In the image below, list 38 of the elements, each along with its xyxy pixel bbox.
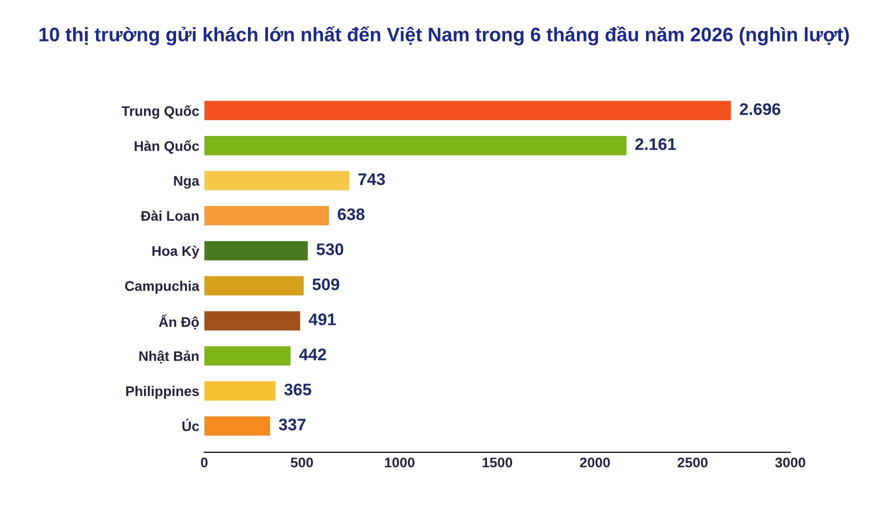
bar xyxy=(204,276,304,296)
bar xyxy=(204,381,276,401)
data-label: 530 xyxy=(316,243,344,256)
data-label: 509 xyxy=(312,278,340,290)
y-tick-label: Ấn Độ xyxy=(158,314,199,330)
bar xyxy=(204,346,291,366)
x-tick-label: 500 xyxy=(290,458,313,468)
data-label: 638 xyxy=(338,208,365,220)
data-label: 2.696 xyxy=(740,103,780,116)
x-tick-label: 0 xyxy=(200,458,208,468)
x-tick-label: 1000 xyxy=(385,458,414,468)
chart-title: 10 thị trường gửi khách lớn nhất đến Việt Nam trong 6 tháng đầu năm 2026 (nghìn lượt) xyxy=(39,26,849,46)
data-label: 337 xyxy=(278,418,306,430)
y-tick-label: Hàn Quốc xyxy=(134,140,199,154)
y-tick-label: Hoa Kỳ xyxy=(152,246,200,259)
data-label: 491 xyxy=(308,314,336,326)
x-tick-label: 3000 xyxy=(775,458,806,468)
bar xyxy=(204,100,731,120)
data-label: 743 xyxy=(358,173,385,186)
y-tick-label: Trung Quốc xyxy=(122,105,199,119)
bar xyxy=(204,136,626,156)
bar xyxy=(204,206,329,226)
x-tick-label: 2000 xyxy=(580,458,610,468)
y-tick-label: Campuchia xyxy=(125,280,200,294)
bar xyxy=(204,311,300,330)
bar xyxy=(204,170,350,190)
bar xyxy=(204,241,308,260)
y-tick-label: Úc xyxy=(182,418,199,432)
data-label: 365 xyxy=(284,384,312,396)
y-tick-label: Đài Loan xyxy=(140,210,199,221)
y-tick-label: Nga xyxy=(174,176,200,189)
x-tick-label: 2500 xyxy=(678,458,708,468)
data-label: 2.161 xyxy=(635,138,676,150)
y-tick-label: Philippines xyxy=(126,386,199,399)
x-tick-label: 1500 xyxy=(482,458,512,468)
bar xyxy=(204,416,270,436)
data-label: 442 xyxy=(299,348,326,360)
y-tick-label: Nhật Bản xyxy=(139,350,199,364)
